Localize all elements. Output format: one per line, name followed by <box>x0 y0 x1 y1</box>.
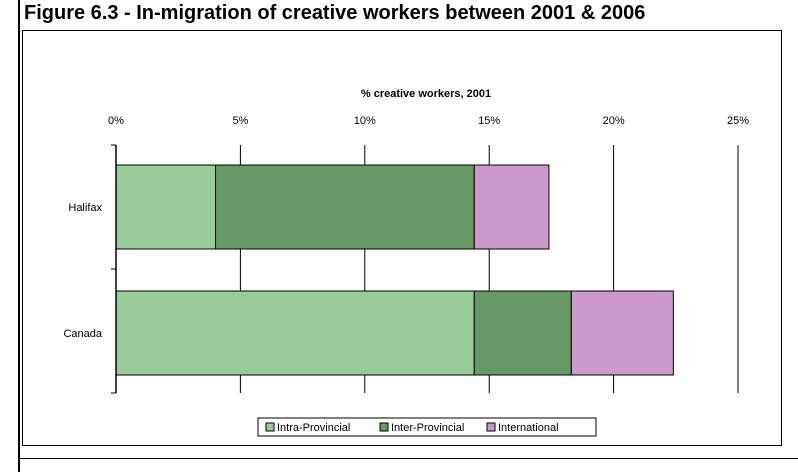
x-axis-title: % creative workers, 2001 <box>361 88 491 100</box>
bars <box>115 164 674 376</box>
x-axis-ticks: 0% 5% 10% 15% 20% 25% <box>108 115 749 127</box>
x-tick-label: 20% <box>603 115 625 127</box>
legend-swatch <box>265 422 275 432</box>
page-frame <box>18 0 798 472</box>
bar-segment <box>473 290 572 376</box>
chart-container <box>22 30 782 446</box>
x-tick-label: 10% <box>354 115 376 127</box>
bar-segment <box>115 164 217 250</box>
figure-title: Figure 6.3 - In-migration of creative wo… <box>24 2 646 24</box>
bar-segment <box>570 290 674 376</box>
legend-swatch <box>379 422 389 432</box>
legend-label: Intra-Provincial <box>277 422 350 434</box>
x-tick-label: 25% <box>727 115 749 127</box>
legend-box <box>257 417 597 437</box>
bar-segment <box>115 290 475 376</box>
bar-segment <box>215 164 475 250</box>
category-label: Halifax <box>68 202 102 214</box>
legend-swatch <box>486 422 496 432</box>
category-label: Canada <box>63 328 102 340</box>
y-axis <box>111 144 117 394</box>
x-tick-label: 0% <box>108 115 124 127</box>
x-tick-label: 15% <box>478 115 500 127</box>
category-labels: Halifax Canada <box>63 202 102 340</box>
legend: Intra-Provincial Inter-Provincial Internat… <box>257 417 597 437</box>
legend-label: Inter-Provincial <box>391 422 464 434</box>
bar-segment <box>473 164 550 250</box>
page-bottom-rule <box>18 458 798 459</box>
x-tick-label: 5% <box>232 115 248 127</box>
legend-label: International <box>498 422 559 434</box>
